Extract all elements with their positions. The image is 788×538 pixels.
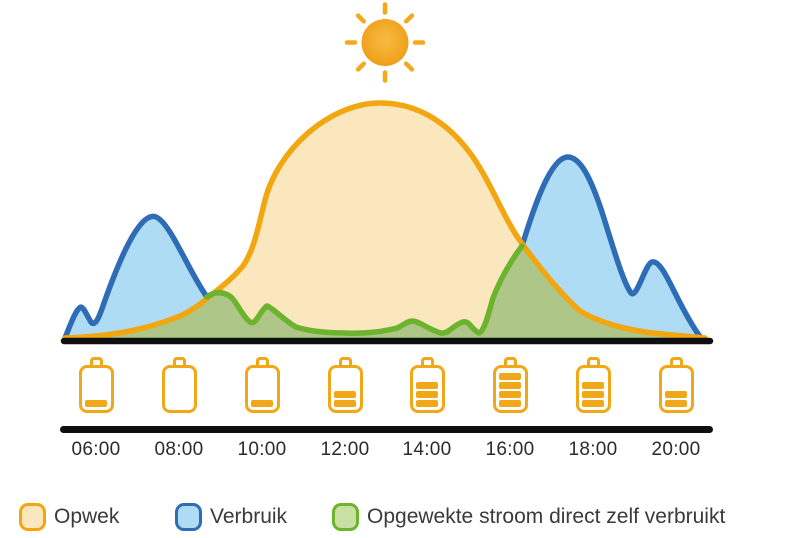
battery-body bbox=[244, 365, 280, 413]
time-label: 14:00 bbox=[402, 439, 452, 460]
battery-charge-bar bbox=[416, 390, 438, 398]
battery-body bbox=[409, 365, 445, 413]
battery-charge-bar bbox=[416, 399, 438, 407]
battery-nub bbox=[420, 357, 434, 366]
battery-body bbox=[161, 365, 197, 413]
x-axis-tick-labels: 06:00 08:00 10:00 12:00 14:00 16:00 18:00 20:00 bbox=[0, 439, 788, 463]
battery-charge-bar bbox=[85, 399, 107, 407]
area-chart bbox=[60, 2, 714, 345]
battery-icon bbox=[327, 357, 363, 413]
battery-charge-bar bbox=[334, 399, 356, 407]
battery-icon bbox=[492, 357, 528, 413]
battery-charge-bar bbox=[499, 399, 521, 407]
battery-charge-bar bbox=[582, 382, 604, 389]
time-label: 08:00 bbox=[154, 439, 204, 460]
battery-nub bbox=[338, 357, 352, 366]
overlap-area bbox=[100, 246, 705, 338]
legend-label-opwek: Opwek bbox=[54, 505, 120, 528]
battery-icon bbox=[78, 357, 114, 413]
battery-charge-bar bbox=[499, 390, 521, 398]
battery-nub bbox=[89, 357, 103, 366]
battery-icon bbox=[575, 357, 611, 413]
verbruik-swatch-icon bbox=[175, 503, 202, 531]
battery-nub bbox=[255, 357, 269, 366]
legend-label-overlap: Opgewekte stroom direct zelf verbruikt bbox=[367, 505, 726, 528]
sun-icon bbox=[344, 2, 426, 83]
battery-charge-bar bbox=[416, 382, 438, 389]
battery-row bbox=[0, 357, 788, 419]
legend-item-overlap: Opgewekte stroom direct zelf verbruikt bbox=[332, 500, 725, 534]
time-label: 20:00 bbox=[651, 439, 701, 460]
legend: Opwek Verbruik Opgewekte stroom direct z… bbox=[0, 500, 788, 536]
battery-body bbox=[492, 365, 528, 413]
battery-nub bbox=[586, 357, 600, 366]
time-label: 06:00 bbox=[71, 439, 121, 460]
battery-charge-bar bbox=[499, 382, 521, 389]
opwek-line bbox=[62, 100, 708, 341]
battery-charge-bar bbox=[582, 390, 604, 398]
battery-charge-bar bbox=[665, 390, 687, 398]
battery-nub bbox=[503, 357, 517, 366]
battery-nub bbox=[669, 357, 683, 366]
battery-icon bbox=[161, 357, 197, 413]
legend-label-verbruik: Verbruik bbox=[210, 505, 288, 528]
x-axis-line bbox=[60, 426, 713, 433]
battery-icon bbox=[409, 357, 445, 413]
battery-body bbox=[78, 365, 114, 413]
battery-charge-bar bbox=[499, 373, 521, 381]
battery-charge-bar bbox=[665, 399, 687, 407]
battery-charge-bar bbox=[251, 399, 273, 407]
overlap-swatch-icon bbox=[332, 503, 359, 531]
time-label: 16:00 bbox=[485, 439, 535, 460]
legend-item-opwek: Opwek bbox=[19, 500, 119, 534]
opwek-swatch-icon bbox=[19, 503, 46, 531]
battery-body bbox=[327, 365, 363, 413]
time-label: 10:00 bbox=[237, 439, 287, 460]
battery-charge-bar bbox=[582, 399, 604, 407]
battery-charge-bar bbox=[334, 390, 356, 398]
time-label: 18:00 bbox=[568, 439, 618, 460]
battery-body bbox=[575, 365, 611, 413]
battery-icon bbox=[658, 357, 694, 413]
battery-nub bbox=[172, 357, 186, 366]
battery-body bbox=[658, 365, 694, 413]
overlap-line bbox=[204, 243, 525, 336]
time-label: 12:00 bbox=[320, 439, 370, 460]
battery-icon bbox=[244, 357, 280, 413]
legend-item-verbruik: Verbruik bbox=[175, 500, 287, 534]
